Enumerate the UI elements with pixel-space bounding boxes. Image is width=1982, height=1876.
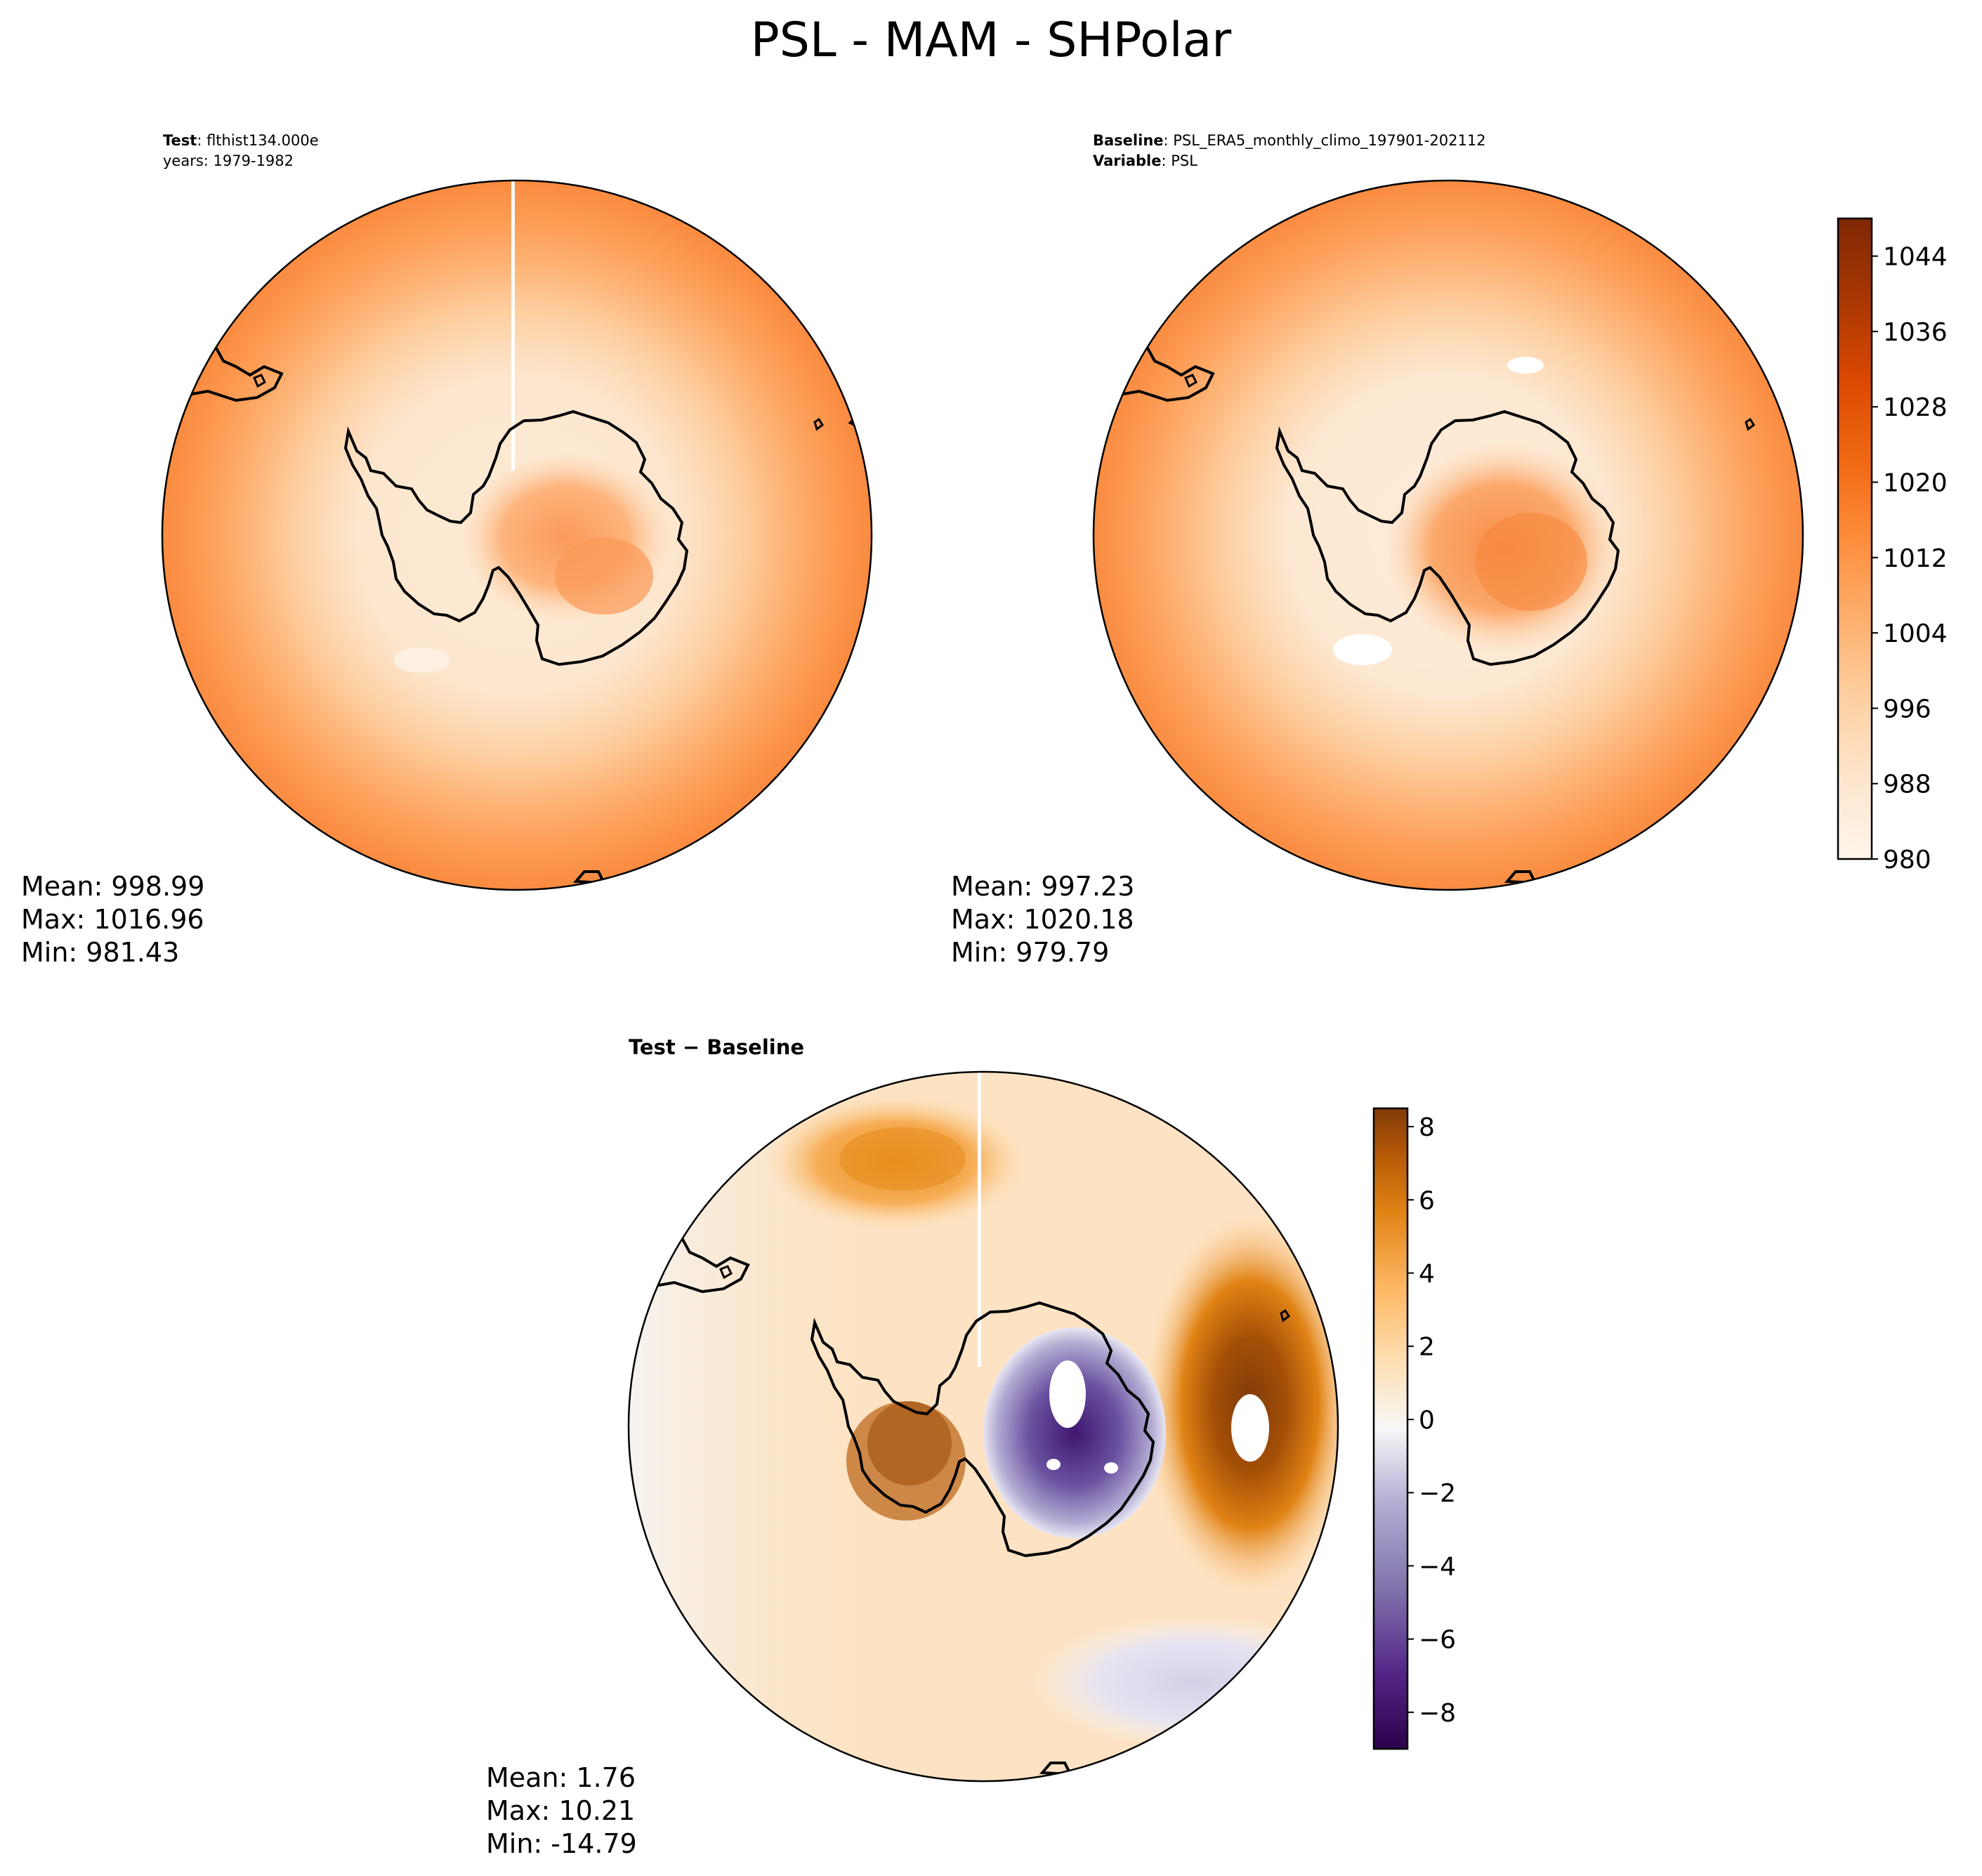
test-mean: Mean: 998.99: [21, 871, 204, 902]
test-map: [162, 181, 872, 890]
difference-panel: Test − Baseline Mean: 1.76 Max: 10: [486, 1035, 1456, 1859]
difference-map: [629, 1072, 1338, 1781]
baseline-colorbar-tick-label: 1020: [1883, 469, 1948, 498]
figure-title: PSL - MAM - SHPolar: [751, 13, 1231, 68]
baseline-colorbar-bar: [1837, 217, 1873, 860]
difference-mean: Mean: 1.76: [486, 1762, 636, 1793]
baseline-colorbar-tick-label: 996: [1883, 695, 1931, 723]
baseline-mean: Mean: 997.23: [951, 871, 1134, 902]
test-panel-years: years: 1979-1982: [163, 152, 294, 169]
baseline-colorbar-tick-label: 988: [1883, 770, 1931, 799]
baseline-map-frame: [1092, 179, 1804, 891]
baseline-panel-variable: Variable: PSL: [1093, 152, 1197, 169]
test-panel-label: Test: flthist134.000e: [163, 132, 319, 149]
test-map-frame: [161, 179, 873, 891]
difference-colorbar-tick-label: −4: [1419, 1552, 1456, 1581]
difference-colorbar-tick-label: 6: [1419, 1186, 1435, 1215]
test-min: Min: 981.43: [21, 937, 179, 968]
difference-colorbar-tick-label: 4: [1419, 1260, 1435, 1289]
difference-colorbar-tick-label: 8: [1419, 1113, 1435, 1142]
baseline-max: Max: 1020.18: [951, 904, 1134, 935]
difference-data-seam: [978, 1072, 981, 1367]
difference-map-frame: [627, 1070, 1339, 1783]
difference-panel-label: Test − Baseline: [629, 1035, 804, 1059]
difference-colorbar-tick-label: 0: [1419, 1406, 1435, 1435]
baseline-panel-label: Baseline: PSL_ERA5_monthly_climo_197901-…: [1093, 132, 1486, 150]
difference-colorbar-bar: [1372, 1107, 1409, 1750]
baseline-colorbar-tick-label: 1044: [1883, 243, 1948, 272]
baseline-colorbar: 980 988 996 1004 1012 1020 1028 1036 1044: [1837, 217, 1948, 874]
test-panel: Test: flthist134.000e years: 1979-1982 M…: [21, 132, 873, 968]
baseline-map: [1094, 181, 1803, 890]
test-data-seam: [511, 181, 515, 471]
difference-min: Min: -14.79: [486, 1828, 637, 1859]
difference-colorbar-tick-label: −2: [1419, 1479, 1456, 1508]
difference-colorbar-tick-label: 2: [1419, 1333, 1435, 1362]
test-max: Max: 1016.96: [21, 904, 204, 935]
baseline-colorbar-tick-label: 1012: [1883, 544, 1948, 573]
baseline-colorbar-tick-label: 1028: [1883, 393, 1948, 422]
baseline-colorbar-tick-label: 1004: [1883, 619, 1948, 648]
baseline-min: Min: 979.79: [951, 937, 1109, 968]
baseline-colorbar-tick-label: 980: [1883, 846, 1931, 874]
difference-colorbar-tick-label: −6: [1419, 1626, 1456, 1655]
difference-colorbar: −8 −6 −4 −2 0 2 4 6 8: [1372, 1107, 1456, 1750]
difference-colorbar-tick-label: −8: [1419, 1699, 1456, 1728]
baseline-colorbar-tick-label: 1036: [1883, 318, 1948, 347]
difference-max: Max: 10.21: [486, 1795, 635, 1826]
baseline-panel: Baseline: PSL_ERA5_monthly_climo_197901-…: [951, 132, 1948, 968]
